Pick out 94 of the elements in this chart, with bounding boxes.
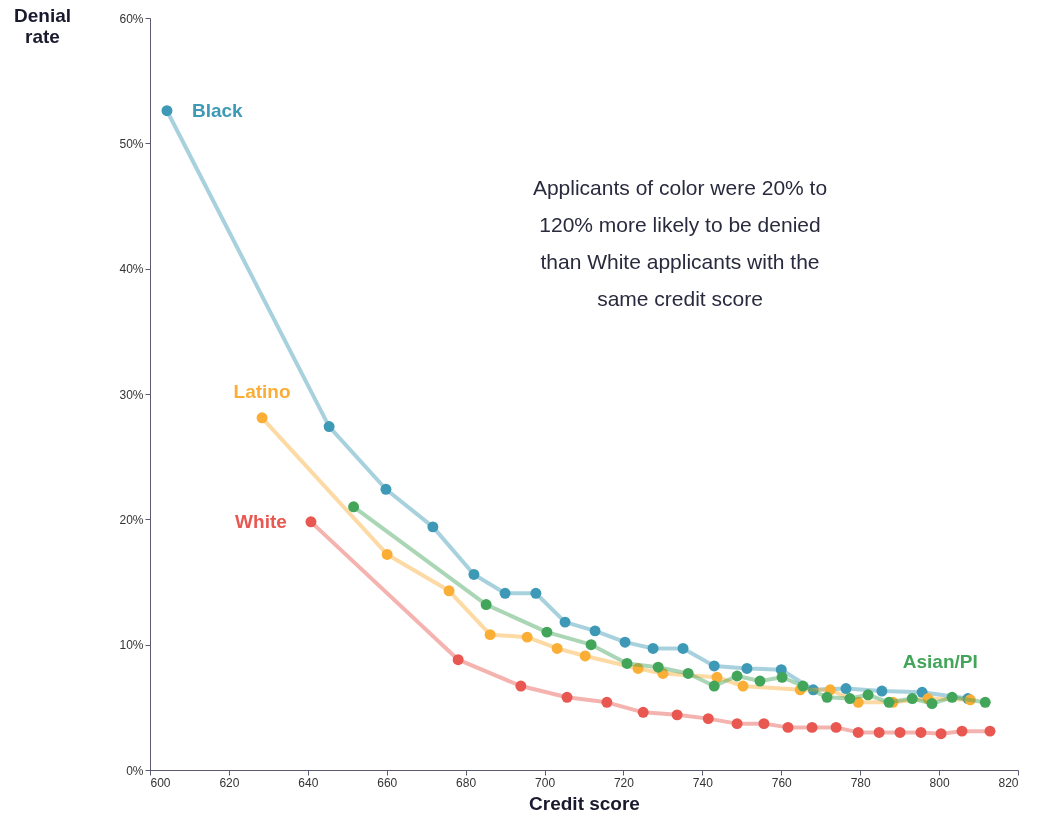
point xyxy=(956,725,968,737)
point xyxy=(677,642,689,654)
point xyxy=(381,548,393,560)
point xyxy=(711,671,723,683)
point xyxy=(708,660,720,672)
point xyxy=(883,696,895,708)
x-tick-label: 780 xyxy=(850,775,872,790)
annotation: Applicants of color were 20% to 120% more likely to be denied than White applicants with the same credit score xyxy=(532,176,828,310)
point xyxy=(682,668,694,679)
point xyxy=(671,709,683,721)
x-tick-label: 620 xyxy=(219,775,240,790)
series-label: Latino xyxy=(233,380,291,402)
point xyxy=(797,680,809,692)
point xyxy=(782,721,794,733)
x-axis-title: Credit score xyxy=(529,792,640,814)
point xyxy=(348,501,360,513)
x-tick-label: 760 xyxy=(771,775,793,790)
point xyxy=(323,421,335,433)
point xyxy=(776,671,788,683)
point xyxy=(840,683,852,694)
point xyxy=(443,585,455,597)
point xyxy=(161,105,173,117)
y-tick-label: 20% xyxy=(119,512,144,527)
point xyxy=(758,718,770,730)
point xyxy=(731,670,743,682)
point xyxy=(530,587,542,599)
point xyxy=(844,693,856,705)
point xyxy=(427,521,439,533)
y-axis-title: Denial rate xyxy=(13,4,72,47)
point xyxy=(515,680,527,692)
point xyxy=(621,658,633,669)
point xyxy=(894,726,906,738)
point xyxy=(637,706,649,718)
point xyxy=(601,696,613,708)
point xyxy=(821,691,833,703)
point xyxy=(452,654,464,666)
point xyxy=(521,631,533,643)
point xyxy=(589,625,601,637)
x-tick-label: 800 xyxy=(929,775,950,790)
point xyxy=(737,680,749,692)
point xyxy=(979,696,991,708)
x-tick-label: 720 xyxy=(613,775,635,790)
series-label: White xyxy=(235,510,287,532)
point xyxy=(906,693,918,705)
point xyxy=(468,569,480,580)
point xyxy=(380,483,392,495)
point xyxy=(305,516,317,528)
y-tick-label: 50% xyxy=(119,136,144,151)
point xyxy=(632,663,644,674)
point xyxy=(876,685,888,697)
point xyxy=(647,642,659,654)
point xyxy=(702,713,714,725)
point xyxy=(830,721,842,733)
point xyxy=(652,661,664,673)
point xyxy=(806,721,818,733)
x-tick-label: 660 xyxy=(377,775,398,790)
y-tick-label: 60% xyxy=(119,11,144,26)
x-tick-label: 680 xyxy=(456,775,477,790)
point xyxy=(585,639,597,651)
x-tick-label: 820 xyxy=(998,775,1019,790)
series-label: Black xyxy=(191,99,244,121)
point xyxy=(741,663,753,674)
point xyxy=(551,642,563,654)
point xyxy=(926,698,938,710)
point xyxy=(852,726,864,738)
point xyxy=(619,636,631,648)
point xyxy=(256,412,268,424)
y-tick-label: 40% xyxy=(119,262,144,277)
point xyxy=(984,725,996,737)
point xyxy=(862,689,874,701)
point xyxy=(754,675,766,687)
x-tick-label: 740 xyxy=(692,775,714,790)
y-tick-label: 0% xyxy=(126,763,144,778)
point xyxy=(915,726,927,738)
point xyxy=(935,728,947,740)
x-tick-label: 700 xyxy=(535,775,556,790)
y-tick-label: 30% xyxy=(119,387,144,402)
point xyxy=(946,691,958,703)
point xyxy=(873,726,885,738)
point xyxy=(480,599,492,611)
point xyxy=(708,680,720,692)
series-label: Asian/PI xyxy=(902,651,978,673)
point xyxy=(731,718,743,730)
x-tick-label: 640 xyxy=(298,775,319,790)
point xyxy=(579,650,591,662)
point xyxy=(559,616,571,628)
point xyxy=(484,629,496,641)
y-tick-label: 10% xyxy=(119,638,144,653)
point xyxy=(807,684,819,696)
point xyxy=(541,626,553,638)
x-tick-label: 600 xyxy=(150,775,171,790)
point xyxy=(852,696,864,708)
point xyxy=(499,587,511,599)
point xyxy=(561,691,573,703)
